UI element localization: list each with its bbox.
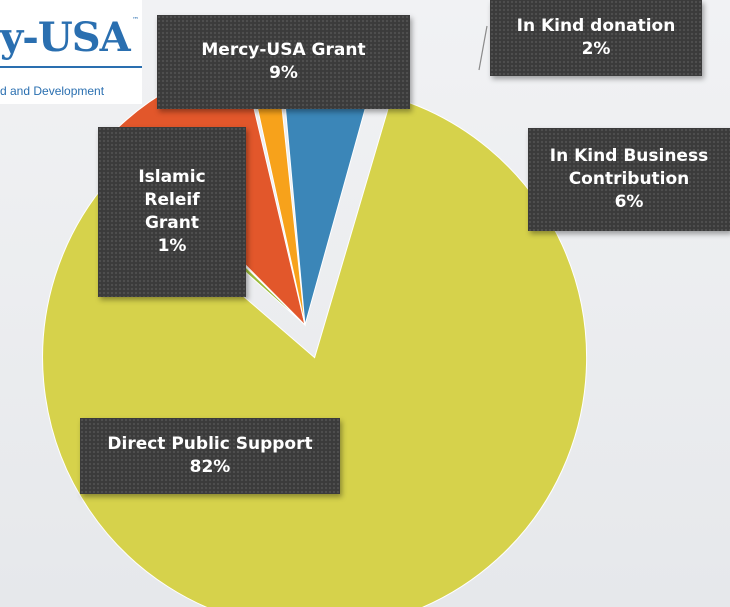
label-in-kind-donation: In Kind donation 2% <box>490 0 702 76</box>
slice-label-name: In Kind donation <box>516 16 676 36</box>
label-in-kind-business-contribution: In Kind Business Contribution 6% <box>528 128 730 231</box>
trademark-icon: ™ <box>132 16 139 24</box>
slice-label-name: In Kind Business Contribution <box>549 146 709 189</box>
leader-line <box>478 25 488 71</box>
slice-label-percent: 9% <box>269 63 298 83</box>
label-mercy-usa-grant: Mercy-USA Grant 9% <box>157 15 410 109</box>
slice-label-name: Islamic Releif Grant <box>138 167 206 233</box>
slice-label-percent: 2% <box>581 39 611 59</box>
logo-text: y-USA <box>0 14 131 61</box>
organization-logo: y-USA ™ d and Development <box>0 0 142 104</box>
slice-label-percent: 1% <box>157 236 187 256</box>
slice-label-name: Mercy-USA Grant <box>201 40 366 60</box>
logo-tagline: d and Development <box>0 84 105 98</box>
label-islamic-relief-grant: Islamic Releif Grant 1% <box>98 127 246 297</box>
logo-divider <box>0 66 142 68</box>
slice-label-percent: 6% <box>614 192 644 212</box>
slice-label-percent: 82% <box>189 457 231 477</box>
slice-label-name: Direct Public Support <box>107 434 313 454</box>
label-direct-public-support: Direct Public Support 82% <box>80 418 340 494</box>
